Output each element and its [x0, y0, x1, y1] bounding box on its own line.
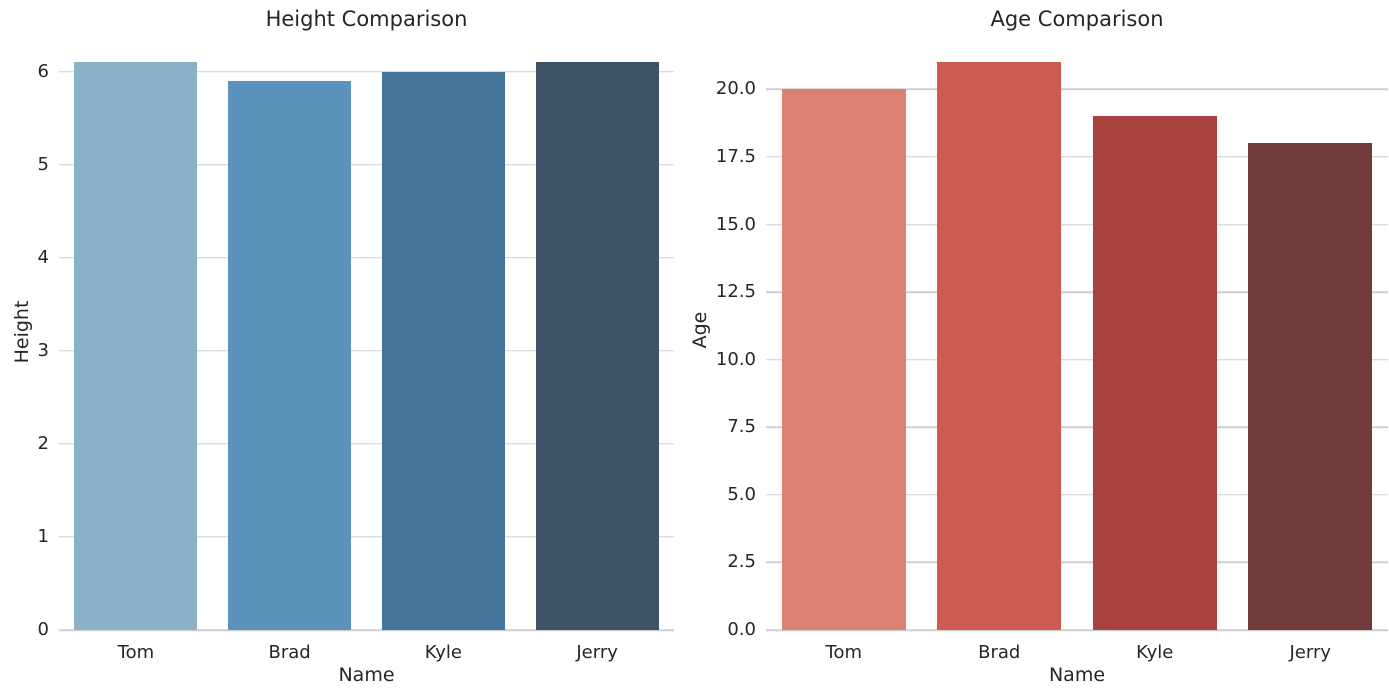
bar-brad — [937, 62, 1062, 630]
gridline — [59, 70, 674, 73]
gridline — [59, 629, 674, 631]
x-tick-label: Jerry — [1289, 642, 1332, 663]
y-axis-label: Age — [689, 311, 711, 349]
y-axis-label: Height — [11, 300, 33, 364]
gridline — [59, 536, 674, 538]
chart-title: Height Comparison — [265, 7, 468, 31]
y-tick-label: 6 — [37, 60, 49, 82]
plot-area: 0 1 2 3 4 5 6 Tom Brad Kyle Jerry — [38, 34, 674, 663]
x-tick-label: Tom — [117, 642, 155, 663]
gridline — [766, 426, 1388, 429]
x-tick-label: Kyle — [424, 642, 462, 663]
x-tick-label: Jerry — [576, 642, 618, 663]
y-tick-label: 17.5 — [715, 145, 756, 167]
bar-tom — [74, 62, 198, 630]
gridline — [766, 561, 1388, 564]
bar-kyle — [1092, 116, 1217, 630]
gridline — [59, 163, 674, 166]
y-tick-label: 5 — [37, 153, 49, 175]
gridline — [59, 257, 674, 259]
y-tick-label: 3 — [37, 339, 49, 361]
y-tick-label: 5.0 — [727, 483, 756, 505]
gridline — [766, 291, 1388, 293]
plot-area: 0.0 2.5 5.0 7.5 10.0 12.5 15.0 17.5 20.0 Tom Brad K… — [716, 34, 1388, 663]
gridline — [766, 494, 1388, 496]
gridline — [766, 88, 1388, 91]
x-axis-label: Name — [1048, 664, 1106, 686]
height-chart: Height Comparison Height 0 1 2 3 4 5 6 Tom Brad K… — [0, 0, 694, 690]
bar-kyle — [381, 71, 505, 630]
gridline — [766, 156, 1388, 158]
x-tick-label: Brad — [268, 642, 311, 663]
y-tick-label: 0 — [37, 619, 49, 640]
gridline — [766, 223, 1388, 226]
age-chart: Age Comparison Age 0.0 2.5 5.0 7.5 10.0 12.5 1… — [689, 0, 1389, 690]
y-tick-label: 2 — [37, 432, 49, 454]
x-tick-label: Brad — [978, 642, 1021, 663]
x-tick-label: Kyle — [1136, 642, 1174, 663]
y-tick-label: 10.0 — [715, 348, 756, 370]
y-tick-label: 7.5 — [727, 416, 756, 438]
bar-tom — [781, 89, 906, 630]
y-tick-label: 2.5 — [727, 551, 756, 573]
bar-jerry — [1248, 143, 1373, 630]
gridline — [766, 358, 1388, 361]
x-tick-label: Tom — [825, 642, 862, 663]
y-tick-label: 0.0 — [727, 619, 756, 640]
bar-jerry — [535, 62, 659, 630]
gridline — [59, 350, 674, 352]
gridline — [59, 443, 674, 445]
y-tick-label: 4 — [37, 246, 49, 268]
x-axis-label: Name — [338, 664, 395, 686]
bar-brad — [228, 81, 352, 630]
y-tick-label: 12.5 — [715, 281, 756, 303]
y-tick-label: 1 — [37, 525, 49, 547]
gridline — [766, 629, 1388, 631]
y-tick-label: 15.0 — [715, 213, 756, 235]
chart-title: Age Comparison — [990, 7, 1164, 31]
y-tick-label: 20.0 — [715, 78, 756, 100]
